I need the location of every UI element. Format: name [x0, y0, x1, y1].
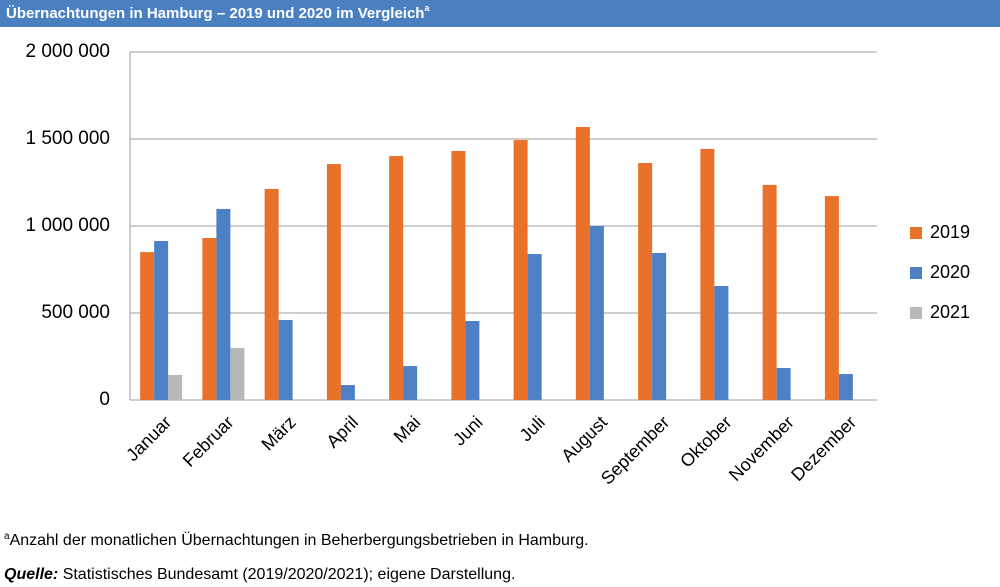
bar: [575, 126, 590, 400]
bar: [230, 347, 245, 400]
legend-swatch: [910, 267, 922, 279]
y-tick-label: 0: [99, 389, 110, 410]
bar: [714, 286, 729, 400]
legend-label: 2020: [930, 262, 970, 282]
source: Quelle: Statistisches Bundesamt (2019/20…: [4, 566, 515, 583]
y-tick-label: 1 000 000: [25, 215, 110, 236]
bar: [638, 163, 653, 400]
legend-label: 2021: [930, 302, 970, 322]
x-tick-label: Mai: [390, 412, 425, 447]
x-tick-label: Juni: [449, 412, 486, 449]
legend-swatch: [910, 227, 922, 239]
x-tick-label: Juli: [516, 412, 549, 445]
bar: [824, 196, 839, 400]
x-tick-label: Januar: [122, 412, 175, 465]
x-tick-label: März: [257, 412, 299, 454]
bar: [202, 238, 217, 400]
bar: [216, 208, 231, 400]
bar: [652, 252, 667, 400]
footnote: aAnzahl der monatlichen Übernachtungen i…: [4, 531, 589, 550]
bar: [700, 148, 715, 400]
bar: [513, 140, 528, 400]
bar: [168, 374, 183, 400]
bar: [465, 321, 480, 400]
y-tick-label: 2 000 000: [25, 41, 110, 62]
bar: [326, 164, 341, 400]
chart-title: Übernachtungen in Hamburg – 2019 und 202…: [6, 3, 430, 22]
y-tick-label: 500 000: [41, 302, 110, 323]
bar: [264, 188, 279, 400]
x-tick-label: Oktober: [676, 412, 735, 471]
x-tick-label: Februar: [179, 412, 238, 471]
bar: [340, 385, 355, 400]
y-tick-label: 1 500 000: [25, 128, 110, 149]
x-tick-label: April: [322, 412, 362, 452]
x-tick-label: August: [557, 412, 611, 466]
bar: [762, 184, 777, 400]
legend-swatch: [910, 307, 922, 319]
bar: [776, 367, 791, 400]
bar: [278, 319, 293, 400]
bar: [451, 151, 466, 400]
title-bar: [0, 0, 1000, 27]
legend-label: 2019: [930, 222, 970, 242]
bar: [838, 374, 853, 400]
x-tick-label: November: [725, 412, 798, 485]
x-tick-label: Dezember: [787, 412, 860, 485]
bar: [154, 240, 169, 400]
bar: [527, 254, 542, 400]
bar: [140, 252, 155, 400]
bar: [403, 366, 418, 400]
bar: [589, 226, 604, 400]
bar: [389, 156, 404, 400]
